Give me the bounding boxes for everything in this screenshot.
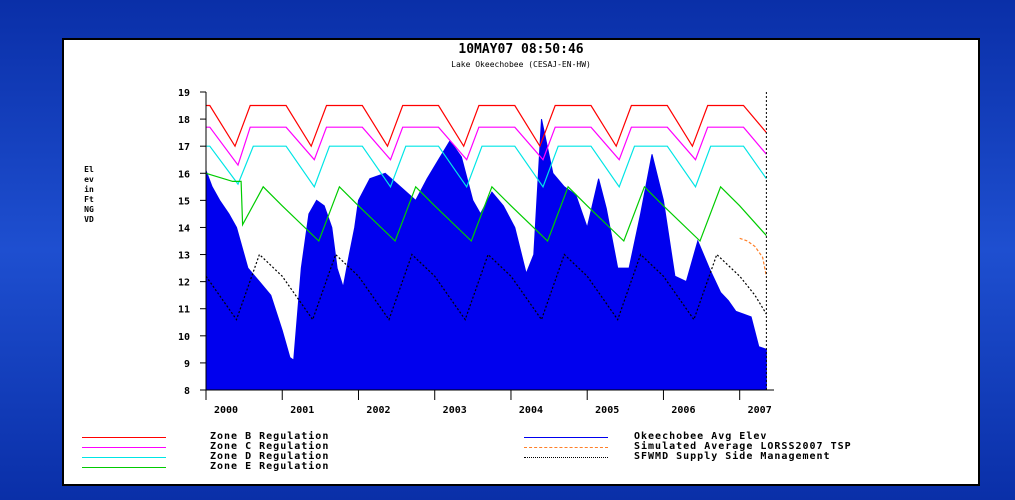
y-tick-label: 17 (178, 142, 190, 153)
y-tick-label: 19 (178, 88, 190, 99)
x-tick-label: 2002 (366, 405, 390, 416)
legend-swatch (524, 447, 608, 448)
y-tick-label: 10 (178, 332, 190, 343)
legend-swatch (524, 457, 608, 458)
y-tick-label: 18 (178, 115, 190, 126)
legend-swatch (82, 467, 166, 468)
legend-label: Okeechobee Avg Elev (634, 431, 768, 442)
legend-label: Zone B Regulation (210, 431, 330, 442)
chart-frame: 10MAY07 08:50:46 Lake Okeechobee (CESAJ-… (62, 38, 980, 486)
legend-swatch (82, 457, 166, 458)
y-tick-label: 15 (178, 196, 190, 207)
legend-swatch (82, 447, 166, 448)
x-tick-label: 2006 (671, 405, 695, 416)
y-tick-label: 8 (184, 386, 190, 397)
series-line-zone-e-regulation (205, 172, 767, 243)
y-tick-label: 9 (184, 359, 190, 370)
chart-subtitle: Lake Okeechobee (CESAJ-EN-HW) (451, 60, 591, 69)
series-line-zone-b-regulation (206, 104, 767, 148)
x-tick-label: 2000 (214, 405, 238, 416)
series-line-simulated-average-lorss2007-tsp (739, 237, 767, 277)
legend-label: Zone C Regulation (210, 441, 330, 452)
series-line-zone-c-regulation (206, 126, 767, 167)
y-tick-label: 13 (178, 251, 190, 262)
plot-svg: 8 9 10 11 12 13 14 15 16 17 18 19 2000 2001 2002 2003 20… (178, 88, 774, 416)
series-line-zone-d-regulation (206, 145, 767, 189)
legend-label: Simulated Average LORSS2007 TSP (634, 441, 852, 452)
series-line-sfwmd-supply-side-management (205, 253, 767, 321)
y-tick-label: 11 (178, 305, 190, 316)
y-tick-label: 16 (178, 169, 190, 180)
y-tick-label: 12 (178, 278, 190, 289)
y-tick-label: 14 (178, 223, 190, 234)
y-axis-label: Elev in Ft NGVD (84, 165, 99, 224)
legend-label: Zone D Regulation (210, 451, 330, 462)
chart-title: 10MAY07 08:50:46 (458, 42, 584, 57)
legend-swatch (524, 437, 608, 438)
axes-layer: 8 9 10 11 12 13 14 15 16 17 18 19 2000 2001 2002 2003 20… (178, 88, 774, 416)
legend-label: SFWMD Supply Side Management (634, 451, 831, 462)
x-tick-label: 2003 (443, 405, 467, 416)
x-tick-label: 2004 (519, 405, 543, 416)
x-tick-label: 2005 (595, 405, 619, 416)
legend-swatch (82, 437, 166, 438)
legend-label: Zone E Regulation (210, 461, 330, 472)
series-layer (205, 104, 767, 391)
series-area-okeechobee-avg-elev (205, 118, 767, 391)
x-tick-label: 2001 (290, 405, 314, 416)
x-tick-label: 2007 (748, 405, 772, 416)
